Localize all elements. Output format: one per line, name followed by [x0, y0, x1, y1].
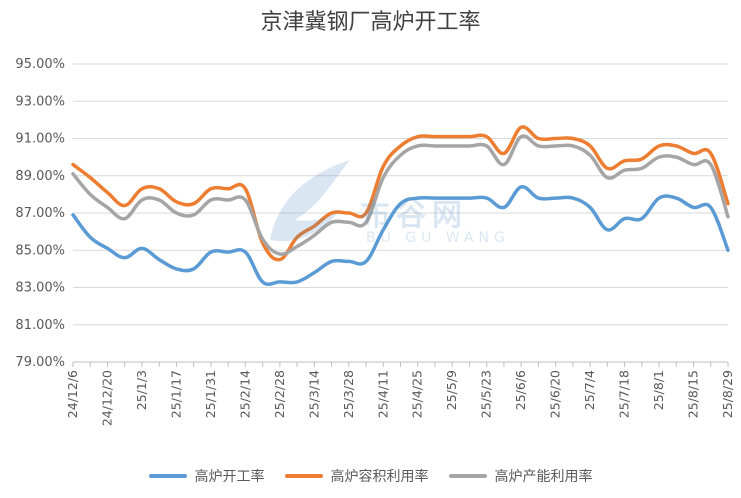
y-tick-label: 79.00% [15, 355, 65, 370]
axis-layer: 79.00% 81.00% 83.00% 85.00% 87.00% 89.00% 91.0… [15, 57, 735, 426]
x-tick-label: 25/1/31 [203, 370, 218, 418]
y-tick-label: 87.00% [15, 206, 65, 221]
x-tick-label: 24/12/20 [99, 370, 114, 426]
x-tick-label: 25/5/23 [479, 370, 494, 418]
x-tick-label: 25/2/14 [237, 370, 252, 418]
grid-layer [73, 63, 728, 363]
x-tick-label: 25/6/6 [513, 370, 528, 410]
legend-item: 高炉产能利用率 [448, 466, 593, 486]
x-tick-label: 25/2/28 [272, 370, 287, 418]
x-tick-label: 25/8/29 [720, 370, 735, 418]
series-line-1 [71, 125, 730, 262]
x-tick-label: 25/1/3 [134, 370, 149, 410]
x-tick-label: 25/7/4 [582, 370, 597, 410]
legend-swatch [284, 474, 323, 478]
x-tick-label: 24/12/6 [65, 370, 80, 418]
legend-swatch [448, 474, 487, 478]
series-line-2 [71, 134, 730, 256]
x-tick-label: 25/3/14 [306, 370, 321, 418]
legend-item: 高炉开工率 [148, 466, 265, 486]
y-tick-label: 81.00% [15, 318, 65, 333]
x-tick-label: 25/1/17 [168, 370, 183, 418]
legend-item: 高炉容积利用率 [284, 466, 429, 486]
x-tick-label: 25/6/20 [548, 370, 563, 418]
x-tick-label: 25/8/15 [686, 370, 701, 418]
y-tick-label: 95.00% [15, 57, 65, 72]
y-tick-label: 93.00% [15, 94, 65, 109]
legend: 高炉开工率 高炉容积利用率 高炉产能利用率 [0, 466, 741, 486]
series-line-0 [71, 185, 730, 287]
x-tick-label: 25/7/18 [617, 370, 632, 418]
legend-label: 高炉开工率 [194, 469, 265, 485]
y-tick-label: 85.00% [15, 243, 65, 258]
x-tick-label: 25/4/25 [410, 370, 425, 418]
legend-label: 高炉容积利用率 [330, 469, 429, 485]
y-tick-label: 91.00% [15, 132, 65, 147]
series-layer [71, 125, 730, 287]
y-tick-label: 83.00% [15, 281, 65, 296]
x-tick-label: 25/3/28 [341, 370, 356, 418]
x-tick-label: 25/4/11 [375, 370, 390, 418]
legend-label: 高炉产能利用率 [494, 469, 593, 485]
legend-swatch [148, 474, 187, 478]
x-tick-label: 25/8/1 [651, 370, 666, 410]
chart-title: 京津冀钢厂高炉开工率 [260, 10, 481, 35]
x-tick-label: 25/5/9 [444, 370, 459, 410]
y-tick-label: 89.00% [15, 169, 65, 184]
